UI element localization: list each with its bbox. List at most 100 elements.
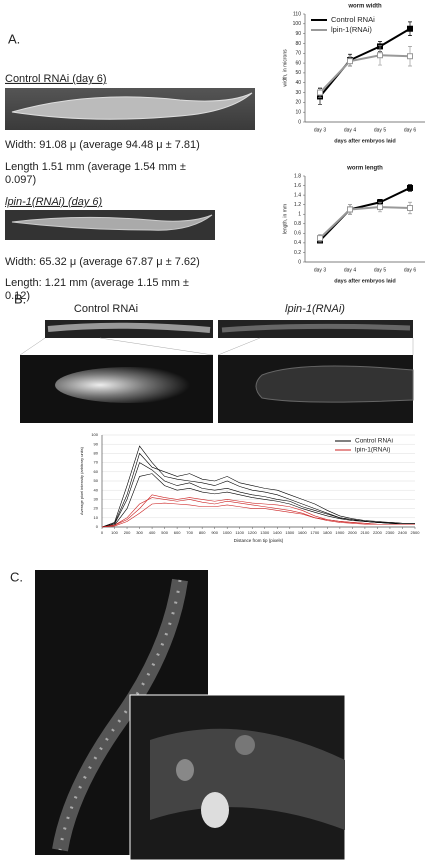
y-tick-label: 100 bbox=[91, 432, 98, 437]
x-tick-label: day 3 bbox=[314, 267, 326, 273]
connector bbox=[99, 337, 214, 356]
trace bbox=[101, 497, 415, 528]
legend-label: lpin-1(RNAi) bbox=[355, 447, 390, 454]
x-tick-label: 100 bbox=[111, 530, 118, 535]
y-tick-label: 0 bbox=[96, 524, 99, 529]
x-tick-label: 2200 bbox=[373, 530, 383, 535]
marker bbox=[407, 184, 413, 191]
marker bbox=[347, 206, 353, 213]
x-tick-label: 1800 bbox=[323, 530, 333, 535]
x-tick-label: 800 bbox=[199, 530, 206, 535]
x-tick-label: 700 bbox=[186, 530, 193, 535]
trace bbox=[101, 502, 415, 528]
x-tick-label: day 5 bbox=[374, 127, 386, 133]
trace bbox=[101, 494, 415, 528]
x-tick-label: 1600 bbox=[298, 530, 308, 535]
x-tick-label: 2000 bbox=[348, 530, 358, 535]
caption: 0.12) bbox=[5, 290, 30, 302]
marker bbox=[407, 53, 413, 60]
caption: Control RNAi (day 6) bbox=[5, 73, 106, 85]
caption: 0.097) bbox=[5, 174, 36, 186]
x-tick-label: 400 bbox=[149, 530, 156, 535]
y-tick-label: 10 bbox=[94, 515, 99, 520]
y-tick-label: 70 bbox=[94, 460, 99, 465]
x-tick-label: 1000 bbox=[223, 530, 233, 535]
worm bbox=[150, 728, 345, 830]
y-tick-label: 60 bbox=[295, 60, 301, 66]
x-tick-label: day 5 bbox=[374, 267, 386, 273]
worm bbox=[55, 367, 205, 403]
y-axis-label: width, in microns bbox=[282, 49, 288, 87]
y-tick-label: 0 bbox=[298, 119, 301, 125]
x-tick-label: 2300 bbox=[386, 530, 396, 535]
y-tick-label: 100 bbox=[293, 21, 302, 27]
marker bbox=[407, 25, 413, 32]
legend-label: Control RNAi bbox=[355, 438, 393, 445]
caption: lpin-1(RNAi) (day 6) bbox=[5, 196, 103, 208]
y-tick-label: 0.4 bbox=[294, 240, 301, 246]
x-tick-label: day 6 bbox=[404, 267, 416, 273]
caption: Length: 1.21 mm (average 1.15 mm ± bbox=[5, 277, 189, 289]
nucleus bbox=[201, 792, 229, 828]
x-tick-label: day 3 bbox=[314, 127, 326, 133]
x-tick-label: day 4 bbox=[344, 267, 356, 273]
y-tick-label: 1.6 bbox=[294, 183, 301, 189]
panel-label: B. bbox=[14, 291, 26, 306]
x-tick-label: 2400 bbox=[398, 530, 408, 535]
chart-title: worm length bbox=[346, 166, 383, 172]
legend-label: Control RNAi bbox=[331, 15, 375, 24]
x-tick-label: 1100 bbox=[235, 530, 244, 535]
x-tick-label: 1900 bbox=[335, 530, 345, 535]
x-tick-label: 500 bbox=[161, 530, 168, 535]
line bbox=[319, 206, 411, 239]
x-tick-label: 2100 bbox=[360, 530, 370, 535]
marker bbox=[347, 58, 353, 65]
y-tick-label: 1 bbox=[298, 212, 301, 218]
worm bbox=[11, 214, 213, 231]
marker bbox=[317, 89, 323, 96]
y-axis-label: length, in mm bbox=[282, 204, 288, 234]
x-tick-label: 0 bbox=[101, 530, 104, 535]
y-tick-label: 0.8 bbox=[294, 221, 301, 227]
connector bbox=[19, 337, 46, 356]
y-tick-label: 1.4 bbox=[294, 192, 301, 198]
y-tick-label: 1.2 bbox=[294, 202, 301, 208]
y-tick-label: 40 bbox=[295, 80, 301, 86]
y-tick-label: 20 bbox=[94, 506, 99, 511]
y-tick-label: 80 bbox=[94, 450, 99, 455]
connector bbox=[217, 337, 261, 356]
x-tick-label: 1200 bbox=[248, 530, 258, 535]
x-tick-label: day 6 bbox=[404, 127, 416, 133]
line bbox=[319, 27, 411, 98]
trace bbox=[101, 473, 415, 528]
y-tick-label: 0.6 bbox=[294, 231, 301, 237]
y-tick-label: 30 bbox=[94, 496, 99, 501]
x-tick-label: 900 bbox=[211, 530, 218, 535]
x-tick-label: 2500 bbox=[411, 530, 421, 535]
worm bbox=[255, 365, 414, 403]
worm bbox=[58, 579, 182, 851]
x-tick-label: 1500 bbox=[285, 530, 295, 535]
chart-title: worm width bbox=[347, 4, 382, 10]
image-label: Control RNAi bbox=[74, 303, 138, 315]
caption: Width: 65.32 μ (average 67.87 μ ± 7.62) bbox=[5, 256, 200, 268]
y-tick-label: 90 bbox=[295, 31, 301, 37]
x-tick-label: 200 bbox=[124, 530, 131, 535]
marker bbox=[407, 205, 413, 212]
nucleus bbox=[176, 759, 194, 781]
y-tick-label: 20 bbox=[295, 100, 301, 106]
legend-label: lpin-1(RNAi) bbox=[331, 25, 372, 34]
line bbox=[319, 54, 411, 94]
x-tick-label: 1700 bbox=[310, 530, 320, 535]
y-axis-label: Average pixel intensity (arbitrary units… bbox=[79, 446, 84, 515]
x-axis-label: days after embryos laid bbox=[334, 138, 395, 144]
y-tick-label: 50 bbox=[94, 478, 99, 483]
y-tick-label: 80 bbox=[295, 41, 301, 47]
y-tick-label: 60 bbox=[94, 469, 99, 474]
x-tick-label: 1400 bbox=[273, 530, 283, 535]
y-tick-label: 0 bbox=[298, 259, 301, 265]
nucleus bbox=[235, 735, 255, 755]
y-tick-label: 0.2 bbox=[294, 250, 301, 256]
marker bbox=[377, 52, 383, 59]
